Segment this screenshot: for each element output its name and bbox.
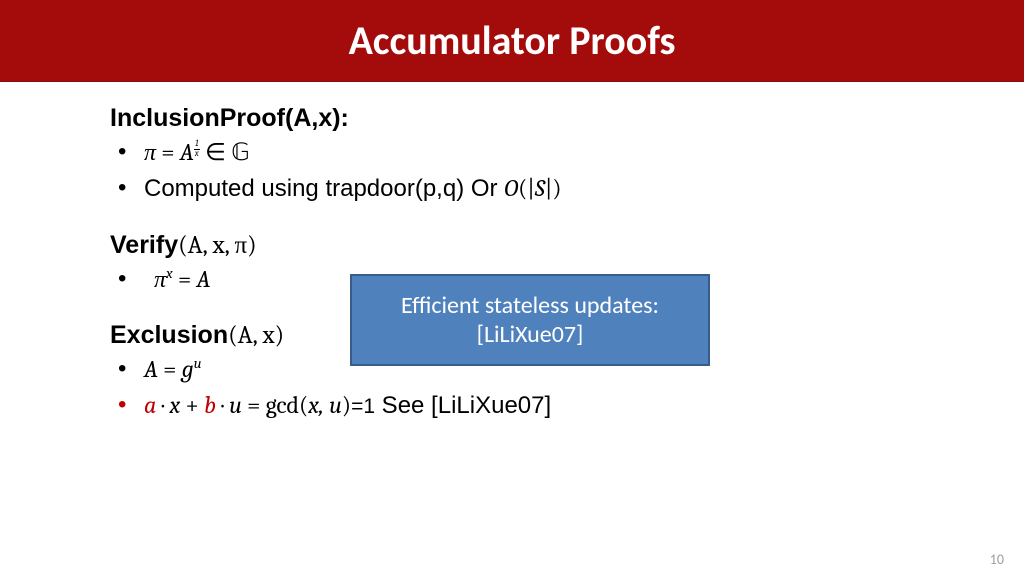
exp-x: x [166, 265, 173, 282]
equals-2: = [173, 265, 197, 293]
see-ref: See [LiLiXue07] [375, 392, 551, 419]
var-g: g [182, 355, 194, 383]
slide-content: InclusionProof(A,x): π = A1x ∈ 𝔾 Compute… [0, 82, 1024, 424]
group-G: 𝔾 [231, 138, 250, 166]
callout-box: Efficient stateless updates: [LiLiXue07] [350, 274, 710, 366]
inclusion-item-2: Computed using trapdoor(p,q) Or O(|S|) [110, 171, 1024, 207]
gcd-close: ) [342, 391, 351, 419]
var-u: u [229, 391, 242, 419]
dot-1: · [156, 391, 169, 419]
var-x: x [169, 391, 180, 419]
exclusion-label: Exclusion [110, 321, 228, 349]
paren-close: |) [545, 174, 562, 202]
page-number: 10 [990, 551, 1004, 568]
var-S: S [535, 174, 545, 202]
exp-u: u [194, 355, 202, 372]
equals-3: = [158, 355, 182, 383]
callout-line-2: [LiLiXue07] [477, 320, 584, 349]
gcd-args: x, u [308, 391, 342, 419]
title-bar: Accumulator Proofs [0, 0, 1024, 82]
var-b-red: b [204, 391, 216, 419]
callout-line-1: Efficient stateless updates: [401, 291, 659, 320]
trapdoor-text: Computed using trapdoor(p,q) Or [144, 175, 504, 202]
pi-symbol-2: π [154, 265, 166, 293]
verify-heading: Verify(A, x, π) [110, 231, 1024, 260]
var-A-2: A [197, 265, 211, 293]
elem-of: ∈ [200, 138, 231, 166]
inclusion-item-1: π = A1x ∈ 𝔾 [110, 135, 1024, 171]
paren-open: (| [518, 174, 535, 202]
var-a-red: a [144, 391, 156, 419]
inclusion-heading: InclusionProof(A,x): [110, 104, 1024, 133]
inclusion-list: π = A1x ∈ 𝔾 Computed using trapdoor(p,q)… [110, 135, 1024, 207]
verify-args: (A, x, π) [178, 231, 257, 260]
pi-symbol: π [144, 138, 156, 166]
slide-title: Accumulator Proofs [349, 16, 676, 65]
var-A-3: A [144, 355, 158, 383]
var-A: A [180, 138, 194, 166]
equals-4: = [242, 391, 266, 419]
gcd-label: gcd( [266, 391, 309, 419]
eq-one: =1 [351, 395, 375, 418]
exclusion-args: (A, x) [228, 321, 284, 350]
equals-sign: = [156, 138, 180, 166]
exclusion-item-2: a · x + b · u = gcd(x, u)=1 See [LiLiXue… [110, 388, 1024, 424]
verify-label: Verify [110, 231, 178, 259]
big-O: O [504, 174, 518, 202]
dot-2: · [216, 391, 229, 419]
plus-sign: + [180, 391, 204, 419]
